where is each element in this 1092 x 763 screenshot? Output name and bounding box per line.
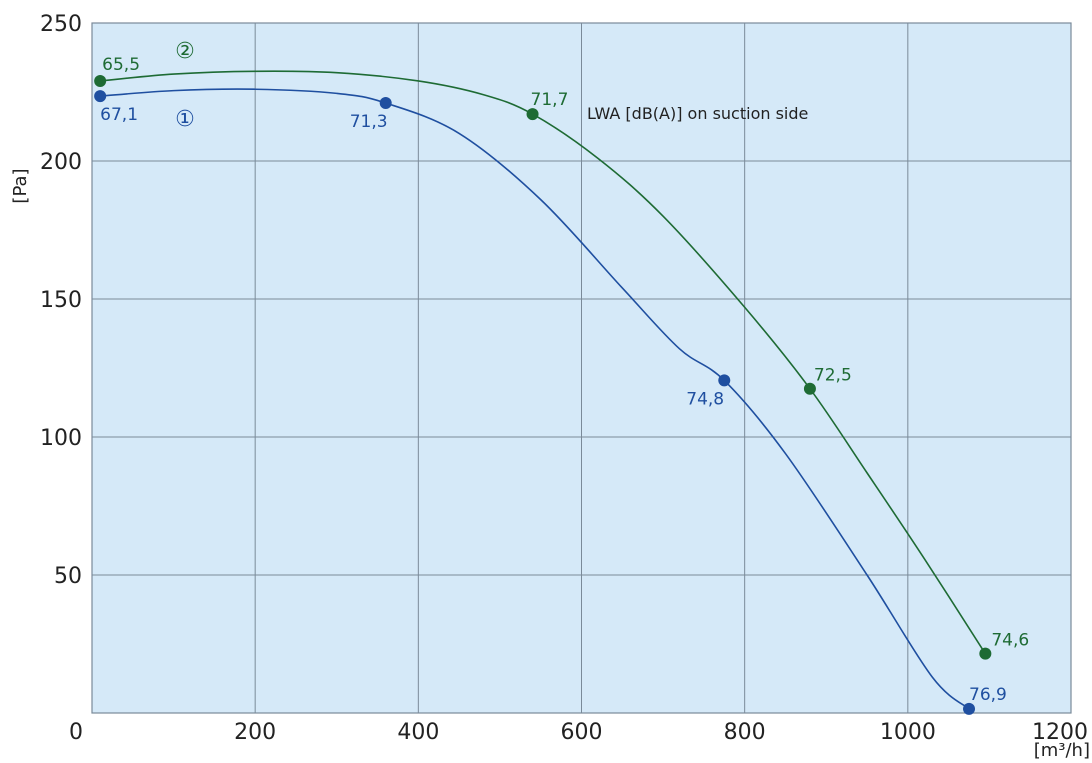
data-point <box>526 108 539 121</box>
y-tick-label: 200 <box>40 150 82 175</box>
y-tick-label: 100 <box>40 426 82 451</box>
series-line-1 <box>100 88 970 710</box>
data-label: 67,1 <box>100 105 138 125</box>
x-tick-label: 200 <box>234 720 276 745</box>
data-label: 71,7 <box>531 90 569 110</box>
data-point <box>963 702 976 715</box>
y-tick-label: 150 <box>40 288 82 313</box>
y-axis-label: [Pa] <box>10 168 31 203</box>
data-label: 71,3 <box>350 112 388 132</box>
x-tick-label: 600 <box>561 720 603 745</box>
x-tick-label: 800 <box>724 720 766 745</box>
x-tick-label: 0 <box>69 720 83 745</box>
x-tick-label: 1200 <box>1032 720 1088 745</box>
plot-frame <box>91 22 1072 714</box>
data-label: 65,5 <box>102 55 140 75</box>
x-tick-label: 1000 <box>880 720 936 745</box>
data-point <box>803 382 816 395</box>
x-tick-label: 400 <box>397 720 439 745</box>
x-tick-labels: 0 200 400 600 800 1000 1200 <box>69 720 1088 745</box>
series-name-label: ① <box>175 107 195 132</box>
data-point <box>94 74 107 87</box>
data-label: 74,8 <box>686 389 724 409</box>
data-label: 76,9 <box>969 685 1007 705</box>
series-line-2 <box>100 70 987 655</box>
y-tick-label: 250 <box>40 12 82 37</box>
annotation-text: LWA [dB(A)] on suction side <box>587 104 808 123</box>
grid <box>92 23 1071 713</box>
data-point <box>94 90 107 103</box>
y-tick-labels: 50 100 150 200 250 <box>40 12 82 589</box>
data-label: 74,6 <box>991 631 1029 651</box>
y-tick-label: 50 <box>54 564 82 589</box>
series-name-label: ② <box>175 39 195 64</box>
data-point <box>718 374 731 387</box>
data-point <box>979 647 992 660</box>
data-label: 72,5 <box>814 366 852 386</box>
x-axis-label: [m³/h] <box>1034 740 1090 761</box>
series-group: 67,1 71,3 74,8 76,9 ① 65,5 71,7 72,5 74,6 ② <box>94 39 1029 715</box>
data-point <box>379 97 392 110</box>
